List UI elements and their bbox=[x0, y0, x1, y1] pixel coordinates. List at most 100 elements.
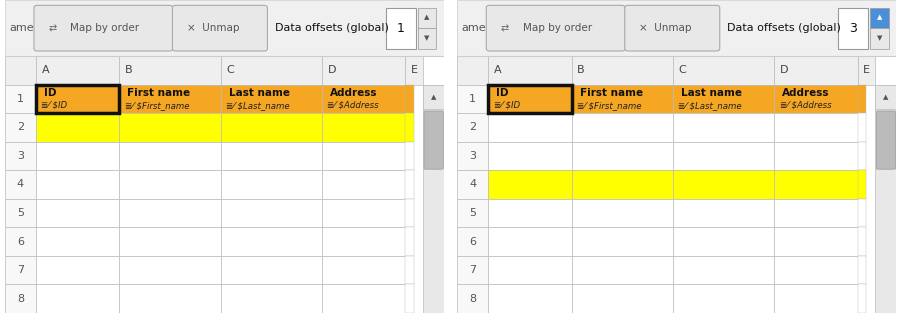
FancyBboxPatch shape bbox=[774, 227, 858, 256]
FancyBboxPatch shape bbox=[774, 141, 858, 170]
Text: ≣⁄ $First_name: ≣⁄ $First_name bbox=[124, 101, 189, 110]
Text: ID: ID bbox=[44, 88, 57, 98]
FancyBboxPatch shape bbox=[221, 85, 322, 113]
FancyBboxPatch shape bbox=[488, 56, 571, 85]
FancyBboxPatch shape bbox=[423, 85, 444, 313]
FancyBboxPatch shape bbox=[571, 85, 673, 113]
Text: Address: Address bbox=[782, 88, 830, 98]
Text: 5: 5 bbox=[469, 208, 476, 218]
FancyBboxPatch shape bbox=[405, 56, 423, 85]
FancyBboxPatch shape bbox=[488, 85, 571, 113]
FancyBboxPatch shape bbox=[322, 227, 405, 256]
FancyBboxPatch shape bbox=[858, 113, 867, 141]
Text: E: E bbox=[863, 65, 869, 75]
FancyBboxPatch shape bbox=[858, 85, 867, 113]
FancyBboxPatch shape bbox=[571, 199, 673, 227]
FancyBboxPatch shape bbox=[36, 141, 119, 170]
FancyBboxPatch shape bbox=[322, 199, 405, 227]
Text: A: A bbox=[494, 65, 501, 75]
FancyBboxPatch shape bbox=[774, 85, 858, 113]
FancyBboxPatch shape bbox=[322, 85, 405, 113]
FancyBboxPatch shape bbox=[571, 256, 673, 285]
FancyBboxPatch shape bbox=[571, 285, 673, 313]
FancyBboxPatch shape bbox=[405, 113, 414, 141]
FancyBboxPatch shape bbox=[119, 170, 221, 199]
FancyBboxPatch shape bbox=[673, 113, 774, 141]
Text: C: C bbox=[678, 65, 686, 75]
FancyBboxPatch shape bbox=[858, 141, 867, 170]
FancyBboxPatch shape bbox=[36, 85, 119, 113]
Text: Last name: Last name bbox=[681, 88, 742, 98]
FancyBboxPatch shape bbox=[457, 141, 488, 170]
FancyBboxPatch shape bbox=[418, 8, 436, 28]
FancyBboxPatch shape bbox=[774, 170, 858, 199]
FancyBboxPatch shape bbox=[673, 256, 774, 285]
FancyBboxPatch shape bbox=[624, 5, 720, 51]
FancyBboxPatch shape bbox=[424, 111, 443, 169]
Text: E: E bbox=[411, 65, 417, 75]
Text: ≣⁄ $ID: ≣⁄ $ID bbox=[41, 101, 68, 110]
FancyBboxPatch shape bbox=[876, 85, 896, 313]
FancyBboxPatch shape bbox=[405, 85, 414, 113]
FancyBboxPatch shape bbox=[36, 199, 119, 227]
FancyBboxPatch shape bbox=[673, 285, 774, 313]
FancyBboxPatch shape bbox=[457, 0, 896, 56]
Text: D: D bbox=[327, 65, 336, 75]
FancyBboxPatch shape bbox=[488, 141, 571, 170]
Text: 7: 7 bbox=[17, 265, 24, 275]
FancyBboxPatch shape bbox=[457, 113, 488, 141]
FancyBboxPatch shape bbox=[870, 28, 888, 49]
Text: 1: 1 bbox=[469, 94, 476, 104]
FancyBboxPatch shape bbox=[571, 170, 673, 199]
FancyBboxPatch shape bbox=[488, 113, 571, 141]
Text: 3: 3 bbox=[469, 151, 476, 161]
FancyBboxPatch shape bbox=[673, 227, 774, 256]
FancyBboxPatch shape bbox=[774, 285, 858, 313]
FancyBboxPatch shape bbox=[877, 111, 896, 169]
FancyBboxPatch shape bbox=[5, 227, 36, 256]
FancyBboxPatch shape bbox=[457, 256, 488, 285]
FancyBboxPatch shape bbox=[487, 5, 625, 51]
FancyBboxPatch shape bbox=[5, 56, 36, 85]
Text: 6: 6 bbox=[469, 237, 476, 247]
FancyBboxPatch shape bbox=[418, 28, 436, 49]
Text: ▼: ▼ bbox=[877, 35, 882, 41]
Text: ▲: ▲ bbox=[424, 15, 430, 21]
FancyBboxPatch shape bbox=[405, 141, 414, 170]
FancyBboxPatch shape bbox=[36, 227, 119, 256]
FancyBboxPatch shape bbox=[457, 285, 488, 313]
Text: ▲: ▲ bbox=[883, 94, 888, 100]
FancyBboxPatch shape bbox=[488, 170, 571, 199]
FancyBboxPatch shape bbox=[858, 256, 867, 285]
FancyBboxPatch shape bbox=[571, 56, 673, 85]
FancyBboxPatch shape bbox=[5, 0, 444, 56]
Text: 5: 5 bbox=[17, 208, 23, 218]
Text: First name: First name bbox=[127, 88, 190, 98]
FancyBboxPatch shape bbox=[221, 285, 322, 313]
Text: ≣⁄ $Address: ≣⁄ $Address bbox=[779, 101, 832, 110]
FancyBboxPatch shape bbox=[221, 227, 322, 256]
FancyBboxPatch shape bbox=[36, 256, 119, 285]
Text: ame: ame bbox=[9, 23, 33, 33]
Text: 8: 8 bbox=[17, 294, 24, 304]
Text: 4: 4 bbox=[17, 179, 24, 189]
Text: 4: 4 bbox=[469, 179, 477, 189]
FancyBboxPatch shape bbox=[322, 285, 405, 313]
FancyBboxPatch shape bbox=[673, 199, 774, 227]
FancyBboxPatch shape bbox=[405, 170, 414, 199]
FancyBboxPatch shape bbox=[5, 256, 36, 285]
Text: 6: 6 bbox=[17, 237, 23, 247]
FancyBboxPatch shape bbox=[858, 285, 867, 313]
Text: B: B bbox=[577, 65, 585, 75]
FancyBboxPatch shape bbox=[423, 85, 444, 109]
FancyBboxPatch shape bbox=[457, 170, 488, 199]
FancyBboxPatch shape bbox=[774, 199, 858, 227]
FancyBboxPatch shape bbox=[36, 285, 119, 313]
FancyBboxPatch shape bbox=[5, 170, 36, 199]
FancyBboxPatch shape bbox=[322, 141, 405, 170]
Text: ▲: ▲ bbox=[431, 94, 436, 100]
Text: ame: ame bbox=[461, 23, 486, 33]
Text: B: B bbox=[124, 65, 132, 75]
Text: 1: 1 bbox=[397, 22, 405, 35]
FancyBboxPatch shape bbox=[876, 85, 896, 109]
